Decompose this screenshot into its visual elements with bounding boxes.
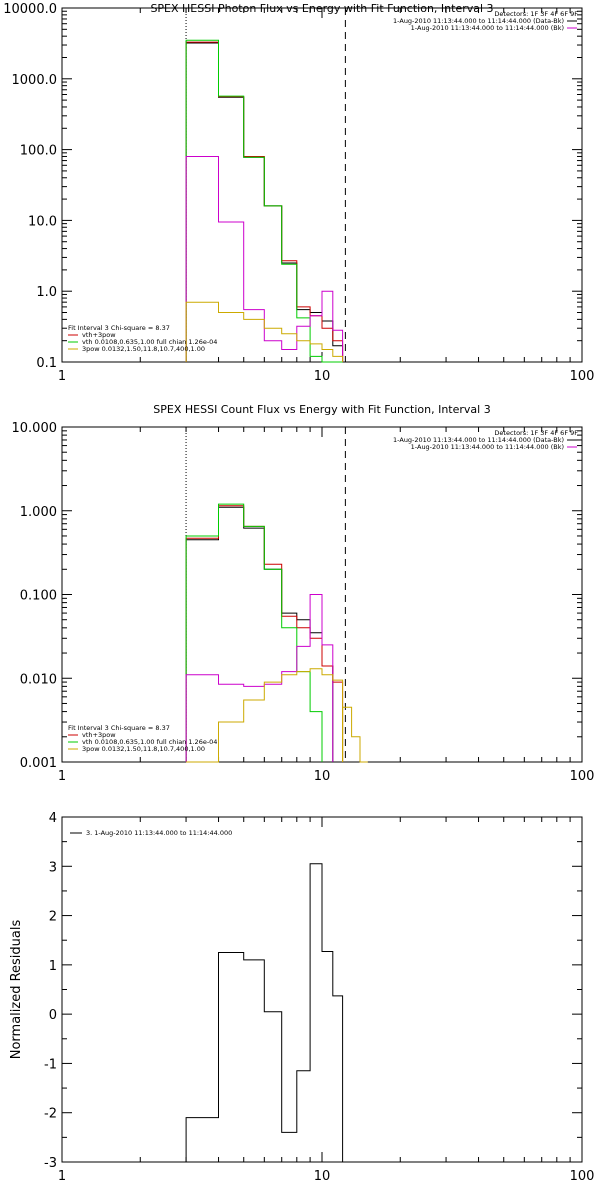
series-group <box>185 503 368 763</box>
y-tick-label: 10.000 <box>12 421 58 436</box>
x-tick-label: 1 <box>58 369 66 384</box>
y-tick-label: 10000.0 <box>3 2 57 17</box>
panel-2: SPEX HESSI Count Flux vs Energy with Fit… <box>12 403 595 784</box>
y-tick-label: 1 <box>49 959 57 974</box>
y-tick-label: 4 <box>49 811 57 826</box>
x-tick-label: 10 <box>314 369 331 384</box>
y-tick-label: 0.001 <box>20 756 57 771</box>
y-tick-label: 100.0 <box>20 144 57 159</box>
y-tick-label: 2 <box>49 910 57 925</box>
fit-interval-header: Fit Interval 3 Chi-square = 8.37 <box>68 324 170 332</box>
y-tick-label: 1000.0 <box>12 73 58 88</box>
series-3-step-line <box>185 503 323 762</box>
series-1-step-line <box>185 42 344 362</box>
y-tick-label: 0.010 <box>20 672 57 687</box>
fit-component-label: 3pow 0.0132,1.50,11.8,10.7,400,1.00 <box>82 745 205 753</box>
series-3-step-line <box>185 39 343 363</box>
y-axis-label: Normalized Residuals <box>9 920 24 1060</box>
fit-component-label: vth+3pow <box>82 731 116 739</box>
x-tick-label: 1 <box>58 769 66 784</box>
series-1-step-line <box>185 863 344 1162</box>
y-tick-label: 10.0 <box>28 214 57 229</box>
detectors-label: Detectors: 1F 3F 4F 6F 9F <box>494 429 578 437</box>
series-4-step-line <box>185 594 334 762</box>
series-group <box>185 39 344 363</box>
x-tick-label: 100 <box>570 769 595 784</box>
fit-component-label: 3pow 0.0132,1.50,11.8,10.7,400,1.00 <box>82 345 205 353</box>
y-tick-label: 0.100 <box>20 589 57 604</box>
x-tick-label: 100 <box>570 1169 595 1184</box>
series-4-step-line <box>185 156 344 362</box>
time-interval-label: 1-Aug-2010 11:13:44.000 to 11:14:44.000 … <box>411 443 564 451</box>
series-2-step-line <box>185 505 344 762</box>
y-tick-label: 1.000 <box>20 505 57 520</box>
time-interval-label: 1-Aug-2010 11:13:44.000 to 11:14:44.000 … <box>411 24 564 32</box>
fit-component-label: vth 0.0108,0.635,1.00 full chian 1.26e-0… <box>82 338 217 346</box>
x-tick-label: 100 <box>570 369 595 384</box>
chart-title: SPEX HESSI Count Flux vs Energy with Fit… <box>153 403 490 416</box>
y-tick-label: -1 <box>44 1057 57 1072</box>
panel-1: SPEX HESSI Photon Flux vs Energy with Fi… <box>3 2 594 384</box>
time-interval-label: 1-Aug-2010 11:13:44.000 to 11:14:44.000 … <box>393 436 564 444</box>
time-interval-label: 1-Aug-2010 11:13:44.000 to 11:14:44.000 … <box>393 17 564 25</box>
fit-interval-header: Fit Interval 3 Chi-square = 8.37 <box>68 724 170 732</box>
panel-3: Normalized Residuals 1 10 100 -3 -2 -1 0 1 2 3 4 3. … <box>9 811 594 1184</box>
y-tick-label: 1.0 <box>36 285 57 300</box>
detectors-label: Detectors: 1F 3F 4F 6F 9F <box>494 10 578 18</box>
x-tick-label: 1 <box>58 1169 66 1184</box>
y-tick-label: 3 <box>49 860 57 875</box>
x-tick-label: 10 <box>314 769 331 784</box>
series-group <box>185 863 344 1162</box>
fit-component-label: vth+3pow <box>82 331 116 339</box>
y-tick-label: -3 <box>44 1156 57 1171</box>
series-5-step-line <box>185 301 344 362</box>
y-tick-label: 0 <box>49 1008 57 1023</box>
y-tick-label: -2 <box>44 1107 57 1122</box>
series-1-step-line <box>185 506 334 762</box>
legend-label: 3. 1-Aug-2010 11:13:44.000 to 11:14:44.0… <box>86 829 232 837</box>
x-tick-label: 10 <box>314 1169 331 1184</box>
series-5-step-line <box>186 668 344 763</box>
y-tick-label: 0.1 <box>36 356 57 371</box>
extra-series-1-step-line <box>342 706 368 763</box>
fit-component-label: vth 0.0108,0.635,1.00 full chian 1.26e-0… <box>82 738 217 746</box>
